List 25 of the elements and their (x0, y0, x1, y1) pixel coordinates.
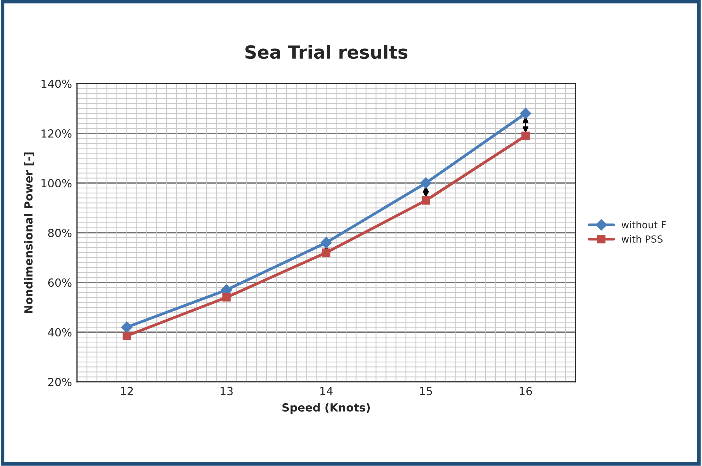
y-tick-label: 140% (42, 80, 72, 88)
x-tick-label: 13 (220, 387, 233, 396)
point (320, 237, 332, 249)
x-tick-label: 14 (320, 387, 333, 396)
x-tick-label: 16 (520, 387, 532, 396)
x-axis-title: Speed (Knots) (282, 403, 370, 414)
y-tick-label: 20% (48, 378, 72, 386)
point (420, 178, 432, 189)
y-tick-label: 100% (42, 179, 72, 188)
point (322, 248, 331, 258)
y-tick-label: 40% (48, 328, 72, 337)
point (121, 322, 133, 334)
y-tick-label: 80% (48, 228, 72, 238)
y-tick-label: 120% (42, 130, 72, 138)
legend-label: without F (622, 221, 666, 229)
y-axis-title: Nondimensional Power [-] (24, 152, 34, 314)
chart-title: Sea Trial results (246, 45, 408, 60)
x-tick-label: 15 (420, 387, 432, 396)
legend-label: with PSS (622, 235, 663, 243)
x-tick-label: 12 (121, 387, 134, 396)
point (522, 132, 530, 140)
y-tick-label: 60% (48, 278, 72, 288)
point (520, 108, 532, 120)
point (422, 196, 430, 205)
point (122, 332, 132, 340)
